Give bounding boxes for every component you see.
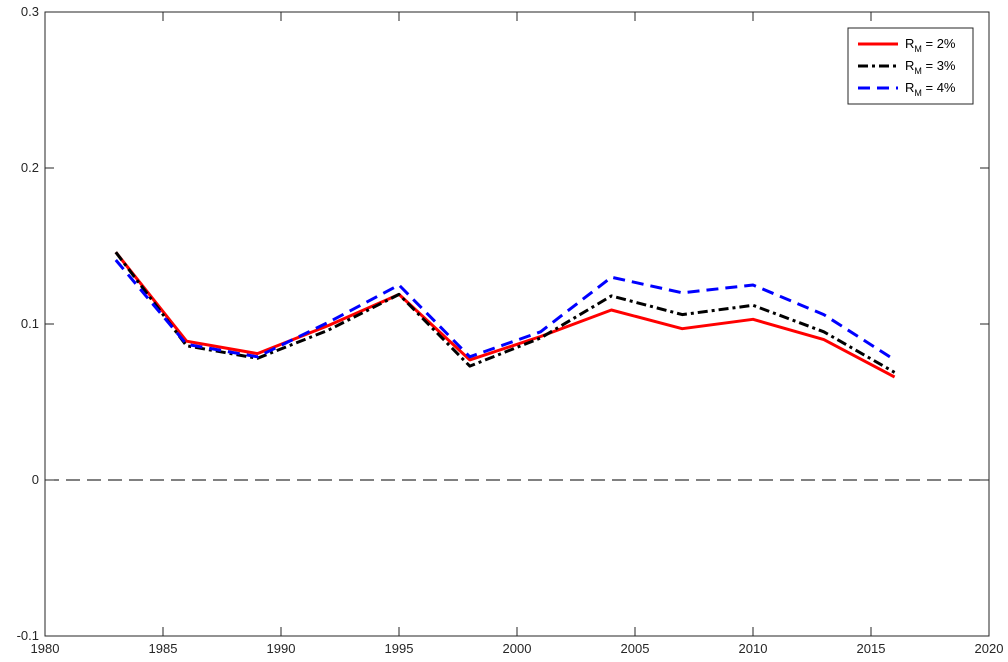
legend-label-2: RM = 3%: [905, 58, 956, 76]
y-tick-label: 0.2: [21, 160, 39, 175]
legend-label-1: RM = 2%: [905, 36, 956, 54]
x-tick-label: 1980: [31, 641, 60, 656]
x-tick-label: 1995: [385, 641, 414, 656]
x-tick-label: 2020: [975, 641, 1004, 656]
tick-layer: 1980 1985 1990 1995 2000 2005 2010 2015 2020 -0.1…: [17, 4, 1004, 656]
y-tick-label: 0.1: [21, 316, 39, 331]
series-layer: [114, 251, 896, 379]
x-tick-label: 1990: [267, 641, 296, 656]
x-tick-label: 2015: [857, 641, 886, 656]
x-tick-label: 2005: [621, 641, 650, 656]
series-line-1: [114, 251, 896, 379]
series-line-2: [114, 251, 896, 374]
plot-area: [44, 11, 990, 637]
x-tick-label: 2010: [739, 641, 768, 656]
y-tick-label: -0.1: [17, 628, 39, 643]
legend-box: [847, 27, 974, 105]
y-tick-label: 0.3: [21, 4, 39, 19]
series-line-3: [114, 259, 896, 362]
x-tick-label: 1985: [149, 641, 178, 656]
x-tick-label: 2000: [503, 641, 532, 656]
legend-label-3: RM = 4%: [905, 80, 956, 98]
y-tick-label: 0: [32, 472, 39, 487]
legend: RM = 2% RM = 3% RM = 4%: [847, 27, 974, 105]
